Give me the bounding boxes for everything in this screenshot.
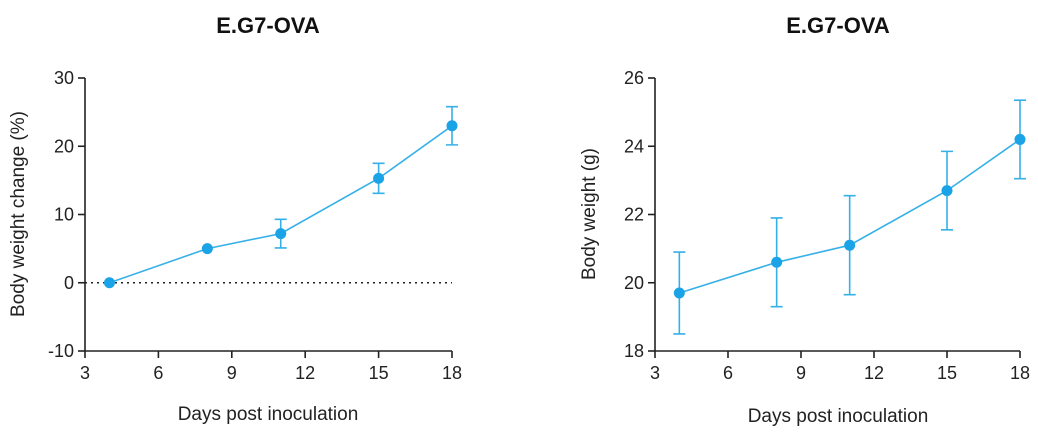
- x-tick-label: 15: [937, 363, 957, 383]
- chart-title: E.G7-OVA: [786, 13, 890, 38]
- data-point: [373, 172, 385, 184]
- data-point: [673, 287, 685, 299]
- y-tick-label: 22: [624, 205, 644, 225]
- x-axis-label: Days post inoculation: [748, 406, 929, 427]
- x-tick-label: 9: [227, 363, 237, 383]
- data-point: [941, 185, 953, 197]
- series-line: [109, 125, 453, 284]
- x-tick-label: 3: [650, 363, 660, 383]
- y-tick-label: 20: [54, 136, 74, 156]
- data-point: [771, 256, 783, 268]
- y-tick-label: 10: [54, 205, 74, 225]
- y-tick-label: 30: [54, 68, 74, 88]
- data-point: [446, 120, 458, 132]
- x-tick-label: 18: [442, 363, 462, 383]
- y-tick-label: 18: [624, 341, 644, 361]
- x-tick-label: 18: [1010, 363, 1030, 383]
- x-tick-label: 6: [153, 363, 163, 383]
- chart-body-weight: E.G7-OVA Days post inoculation Body weig…: [579, 13, 1030, 427]
- y-tick-label: 0: [64, 273, 74, 293]
- x-tick-label: 12: [295, 363, 315, 383]
- data-point: [103, 277, 115, 289]
- x-tick-label: 15: [369, 363, 389, 383]
- y-axis-label: Body weight change (%): [8, 111, 29, 317]
- chart-body-weight-change: E.G7-OVA Days post inoculation Body weig…: [8, 13, 462, 425]
- x-tick-label: 9: [796, 363, 806, 383]
- data-point: [201, 243, 213, 255]
- data-point: [844, 239, 856, 251]
- y-tick-label: 26: [624, 68, 644, 88]
- y-tick-label: 20: [624, 273, 644, 293]
- chart-title: E.G7-OVA: [216, 13, 320, 38]
- x-axis-label: Days post inoculation: [178, 404, 359, 425]
- y-tick-label: -10: [48, 341, 74, 361]
- x-tick-label: 12: [864, 363, 884, 383]
- x-tick-label: 6: [723, 363, 733, 383]
- x-tick-label: 3: [80, 363, 90, 383]
- y-axis-label: Body weight (g): [579, 148, 600, 280]
- data-point: [1014, 133, 1026, 145]
- y-tick-label: 24: [624, 136, 644, 156]
- data-point: [275, 228, 287, 240]
